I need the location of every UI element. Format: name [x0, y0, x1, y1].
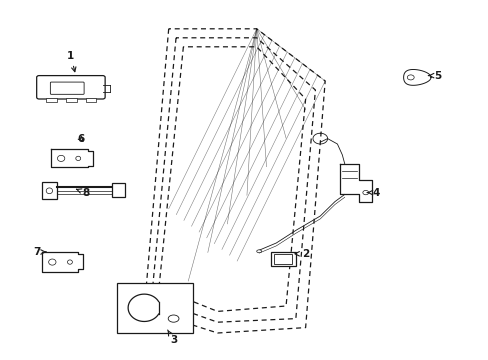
Text: 7: 7: [33, 247, 46, 257]
Text: 6: 6: [77, 134, 84, 144]
Bar: [85, 98, 96, 102]
Ellipse shape: [407, 75, 413, 80]
FancyBboxPatch shape: [37, 76, 105, 99]
Text: 5: 5: [427, 71, 440, 81]
Bar: [66, 98, 77, 102]
Ellipse shape: [46, 188, 53, 194]
Ellipse shape: [58, 156, 64, 162]
Bar: [271, 252, 295, 266]
Polygon shape: [339, 164, 371, 202]
Ellipse shape: [67, 260, 72, 264]
Text: 8: 8: [76, 188, 89, 198]
Text: 1: 1: [67, 51, 76, 72]
Polygon shape: [41, 252, 83, 272]
Bar: [41, 182, 57, 199]
Text: 3: 3: [167, 330, 177, 345]
Text: 2: 2: [294, 249, 308, 259]
Bar: [46, 98, 57, 102]
Ellipse shape: [256, 250, 261, 253]
Polygon shape: [403, 69, 430, 85]
Ellipse shape: [362, 190, 368, 195]
Text: 4: 4: [366, 188, 380, 198]
Ellipse shape: [168, 315, 179, 322]
Ellipse shape: [49, 259, 56, 265]
Ellipse shape: [76, 156, 81, 161]
Bar: [274, 254, 291, 264]
Polygon shape: [128, 294, 158, 321]
Bar: [117, 283, 193, 333]
Polygon shape: [51, 149, 93, 167]
Bar: [112, 183, 124, 197]
